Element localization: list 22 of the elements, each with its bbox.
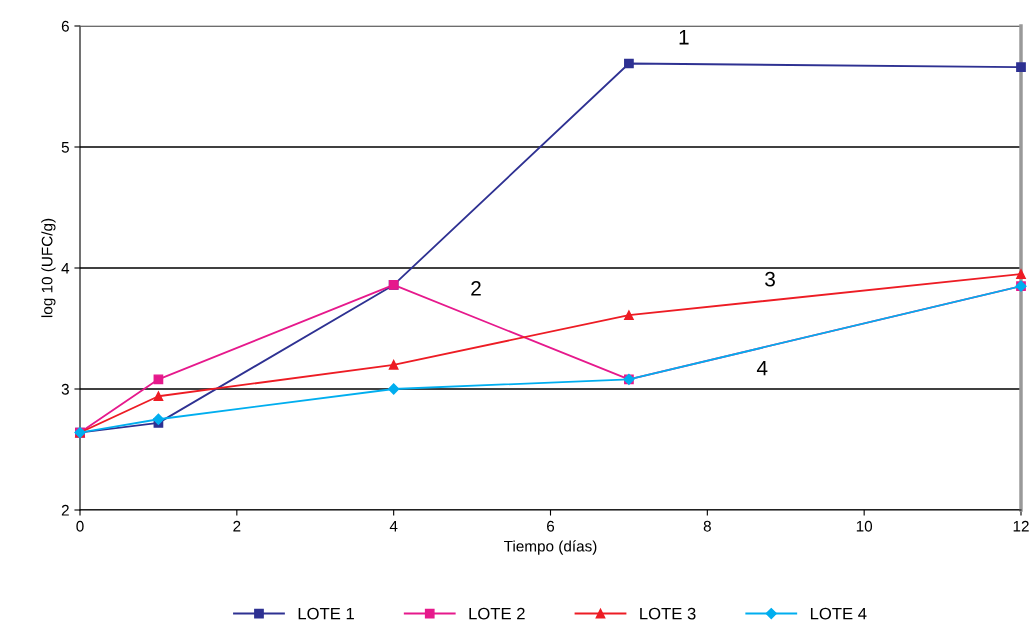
y-tick-label: 4 — [61, 263, 70, 274]
annotation: 4 — [756, 360, 768, 376]
y-tick-label: 3 — [61, 383, 69, 395]
x-tick-label: 8 — [703, 520, 711, 532]
legend-label: LOTE 1 — [298, 607, 354, 620]
x-tick-label: 12 — [1013, 520, 1029, 532]
legend-label: LOTE 4 — [810, 607, 867, 620]
y-tick-label: 2 — [61, 504, 69, 516]
x-axis-title: Tiempo (días) — [504, 540, 597, 555]
x-tick-label: 2 — [233, 520, 241, 532]
annotation: 3 — [765, 271, 775, 287]
legend-label: LOTE 2 — [469, 607, 525, 620]
y-tick-label: 5 — [61, 142, 69, 153]
annotation: 2 — [471, 281, 481, 296]
annotation: 1 — [679, 30, 689, 45]
x-tick-label: 6 — [547, 520, 555, 532]
legend-label: LOTE 3 — [640, 607, 696, 620]
x-tick-label: 0 — [76, 520, 84, 532]
x-tick-label: 4 — [389, 520, 398, 532]
x-tick-label: 10 — [856, 520, 873, 532]
y-axis-title: log 10 (UFC/g) — [41, 218, 56, 318]
y-tick-label: 6 — [61, 20, 69, 32]
